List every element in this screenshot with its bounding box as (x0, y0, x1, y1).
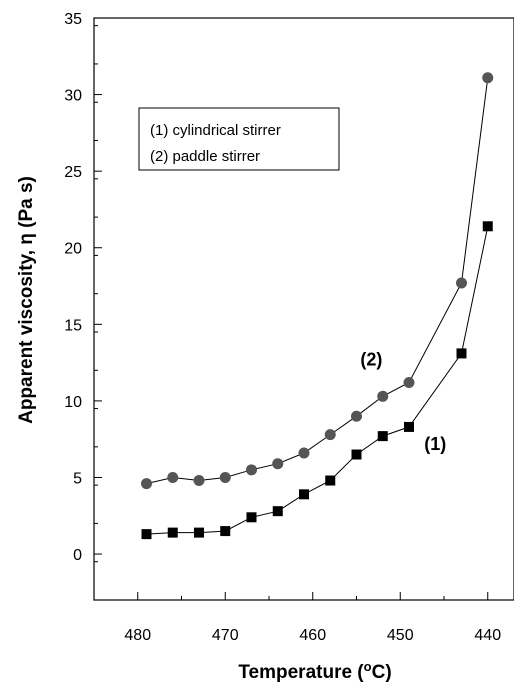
x-tick-label: 470 (212, 627, 239, 644)
data-point (298, 447, 310, 459)
data-point (193, 475, 205, 487)
data-point (482, 221, 493, 232)
series-layer (141, 72, 494, 540)
legend-frame (138, 107, 340, 171)
data-point (141, 478, 152, 490)
data-point (246, 512, 257, 523)
data-point (272, 506, 283, 517)
plot-frame (93, 17, 514, 601)
x-axis-title-main: Temperature ( (238, 662, 364, 683)
data-point (220, 526, 231, 537)
legend-entry-1: (1) cylindrical stirrer (150, 122, 281, 139)
data-point (246, 464, 257, 476)
y-tick-label: 25 (64, 164, 82, 181)
legend-box: (1) cylindrical stirrer (2) paddle stirr… (138, 107, 340, 171)
data-point (351, 410, 362, 422)
data-point (141, 529, 152, 540)
x-axis-title-unit: C) (372, 662, 392, 683)
y-tick-label: 5 (73, 470, 82, 487)
y-tick-label: 20 (64, 241, 82, 258)
data-point (456, 348, 467, 359)
y-tick-label: 10 (64, 394, 82, 411)
data-point (482, 72, 494, 84)
y-tick-label: 15 (64, 317, 82, 334)
x-tick-label: 480 (124, 627, 151, 644)
data-point (403, 377, 415, 389)
x-axis-title-degree: o (364, 659, 372, 674)
data-point (404, 421, 414, 432)
data-point (377, 390, 389, 402)
series-line-1 (146, 226, 489, 535)
data-point (377, 431, 388, 442)
x-tick-label: 450 (387, 627, 414, 644)
data-point (219, 471, 231, 483)
legend-entry-2: (2) paddle stirrer (150, 148, 260, 165)
data-point (194, 527, 204, 538)
data-point (324, 429, 336, 441)
data-point (167, 527, 178, 538)
y-axis-title: Apparent viscosity, η (Pa s) (16, 176, 37, 424)
data-point (167, 471, 179, 483)
x-tick-label: 440 (474, 627, 501, 644)
data-point (351, 449, 362, 460)
series-label-1: (1) (424, 434, 446, 454)
data-point (272, 458, 284, 470)
data-point (299, 489, 309, 500)
axis-ticks (93, 17, 489, 601)
data-point (325, 475, 336, 486)
y-tick-label: 35 (64, 11, 82, 28)
series-label-2: (2) (360, 350, 382, 370)
x-axis-title: Temperature (oC) (238, 659, 391, 684)
y-tick-label: 30 (64, 88, 82, 105)
tick-labels: 0 5 10 15 20 25 30 35 480 470 460 450 440 (64, 11, 501, 644)
data-point (456, 277, 467, 289)
y-tick-label: 0 (73, 547, 82, 564)
x-tick-label: 460 (299, 627, 326, 644)
